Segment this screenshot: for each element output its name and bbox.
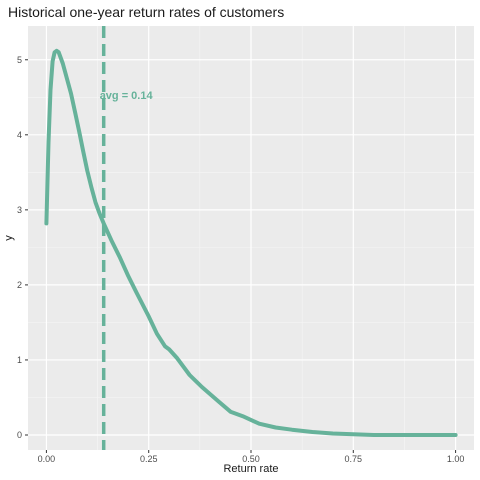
x-axis: 0.00 0.25 0.50 0.75 1.00 <box>38 450 465 464</box>
average-label: avg = 0.14 <box>100 90 154 102</box>
x-tick-label: 1.00 <box>447 454 465 464</box>
x-tick-label: 0.00 <box>38 454 56 464</box>
y-tick-label: 5 <box>17 55 22 65</box>
y-axis: 0 1 2 3 4 5 <box>17 55 28 440</box>
x-tick-label: 0.75 <box>345 454 363 464</box>
y-tick-label: 3 <box>17 205 22 215</box>
y-axis-title: y <box>3 235 15 241</box>
density-line <box>44 48 458 437</box>
y-tick-label: 4 <box>17 130 22 140</box>
y-tick-label: 0 <box>17 430 22 440</box>
y-tick-label: 1 <box>17 355 22 365</box>
y-tick-label: 2 <box>17 280 22 290</box>
x-tick-label: 0.25 <box>140 454 158 464</box>
x-tick-label: 0.50 <box>242 454 260 464</box>
average-line-layer: avg = 0.14 <box>100 26 154 450</box>
chart-title: Historical one-year return rates of cust… <box>8 4 285 20</box>
x-axis-title: Return rate <box>223 463 278 475</box>
series-layer <box>44 48 458 437</box>
